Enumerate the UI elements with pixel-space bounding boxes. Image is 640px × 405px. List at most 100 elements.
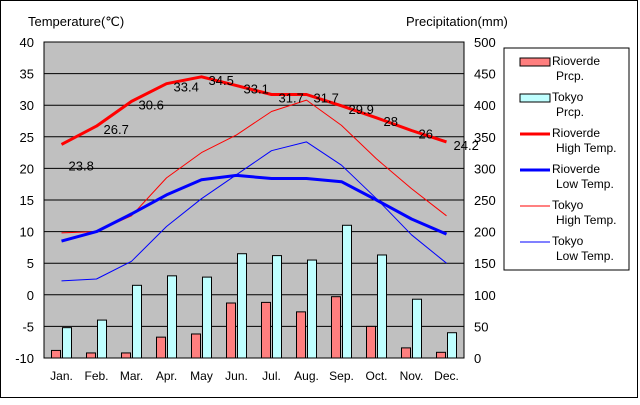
right-axis-title: Precipitation(mm) — [406, 14, 508, 29]
right-tick-label: 300 — [474, 161, 496, 176]
data-label: 31.7 — [314, 90, 339, 105]
x-tick-label: Feb. — [84, 369, 108, 383]
left-tick-label: 35 — [20, 67, 34, 82]
data-label: 33.4 — [174, 80, 199, 95]
precip-bar — [272, 255, 282, 359]
legend-label: Tokyo — [552, 234, 584, 248]
legend-bar-swatch — [519, 57, 551, 67]
left-tick-label: 5 — [27, 256, 34, 271]
precipitation-bars — [51, 224, 457, 359]
precip-bar — [156, 336, 166, 359]
data-label: 24.2 — [454, 138, 479, 153]
right-tick-label: 250 — [474, 193, 496, 208]
precip-bar — [366, 325, 376, 359]
data-label: 23.8 — [69, 158, 94, 173]
x-tick-label: Nov. — [400, 369, 424, 383]
precip-bar — [202, 276, 212, 359]
right-tick-label: 100 — [474, 288, 496, 303]
precip-bar — [62, 327, 72, 359]
data-label: 33.1 — [244, 82, 269, 97]
legend-box — [503, 47, 630, 271]
precip-bar — [447, 332, 457, 359]
x-axis-ticks: Jan. Feb. Mar. Apr. May Jun. Jul. Aug. Sep. Oct. N… — [50, 369, 459, 383]
legend-label: Rioverde — [552, 126, 600, 140]
legend-label: Low Temp. — [556, 177, 614, 191]
data-label: 30.6 — [139, 97, 164, 112]
x-tick-label: Dec. — [434, 369, 459, 383]
left-axis-ticks: 40 35 30 25 20 15 10 5 0 -5 -10 — [15, 35, 34, 366]
legend-label: Tokyo — [552, 90, 584, 104]
precip-bar — [132, 284, 142, 359]
legend-label: High Temp. — [556, 213, 616, 227]
x-tick-label: Apr. — [156, 369, 177, 383]
precip-bar — [377, 254, 387, 359]
left-tick-label: 15 — [20, 193, 34, 208]
legend-label: Tokyo — [552, 198, 584, 212]
precip-bar — [226, 302, 236, 359]
precip-bar — [307, 259, 317, 359]
left-tick-label: 0 — [27, 288, 34, 303]
left-tick-label: -5 — [22, 319, 34, 334]
precip-bar — [121, 352, 131, 359]
left-tick-label: -10 — [15, 351, 34, 366]
temperature-lines — [60, 75, 448, 282]
precip-bar — [97, 319, 107, 359]
legend-label: Rioverde — [552, 54, 600, 68]
precip-bar — [412, 298, 422, 359]
left-tick-label: 40 — [20, 35, 34, 50]
precip-bar — [296, 311, 306, 359]
precip-bar — [436, 351, 446, 359]
data-label: 34.5 — [209, 73, 234, 88]
temp-line — [61, 173, 448, 243]
left-tick-label: 10 — [20, 225, 34, 240]
precip-bar — [51, 349, 61, 359]
x-tick-label: Jun. — [225, 369, 248, 383]
precip-bar — [331, 296, 341, 359]
left-tick-label: 20 — [20, 161, 34, 176]
data-label: 31.7 — [279, 90, 304, 105]
legend-label: Prcp. — [556, 105, 584, 119]
legend-label: Low Temp. — [556, 249, 614, 263]
x-tick-label: May — [190, 369, 213, 383]
temp-line — [60, 75, 447, 146]
legend-label: Rioverde — [552, 162, 600, 176]
gridlines — [44, 41, 464, 359]
data-label: 26.7 — [104, 122, 129, 137]
x-tick-label: Mar. — [120, 369, 143, 383]
right-tick-label: 350 — [474, 130, 496, 145]
x-tick-label: Oct. — [365, 369, 387, 383]
legend-bar-swatch — [519, 93, 551, 103]
left-tick-label: 30 — [20, 98, 34, 113]
data-labels: 23.8 26.7 30.6 33.4 34.5 33.1 31.7 31.7 29.9 28 26… — [69, 73, 479, 174]
legend-label: High Temp. — [556, 141, 616, 155]
precip-bar — [401, 347, 411, 359]
precip-bar — [342, 224, 352, 359]
precip-bar — [86, 352, 96, 359]
precip-bar — [191, 333, 201, 359]
precip-bar — [237, 253, 247, 359]
precip-bar — [261, 301, 271, 359]
x-tick-label: Jul. — [262, 369, 281, 383]
precip-bar — [167, 275, 177, 359]
right-tick-label: 200 — [474, 225, 496, 240]
x-tick-label: Jan. — [50, 369, 73, 383]
data-label: 26 — [419, 126, 433, 141]
right-tick-label: 150 — [474, 256, 496, 271]
right-tick-label: 500 — [474, 35, 496, 50]
left-tick-label: 25 — [20, 130, 34, 145]
data-label: 28 — [384, 114, 398, 129]
right-tick-label: 50 — [474, 319, 488, 334]
right-tick-label: 450 — [474, 67, 496, 82]
x-tick-label: Aug. — [294, 369, 319, 383]
right-tick-label: 400 — [474, 98, 496, 113]
right-tick-label: 0 — [474, 351, 481, 366]
legend-label: Prcp. — [556, 69, 584, 83]
left-axis-title: Temperature(℃) — [28, 14, 124, 29]
x-tick-label: Sep. — [329, 369, 354, 383]
data-label: 29.9 — [349, 102, 374, 117]
